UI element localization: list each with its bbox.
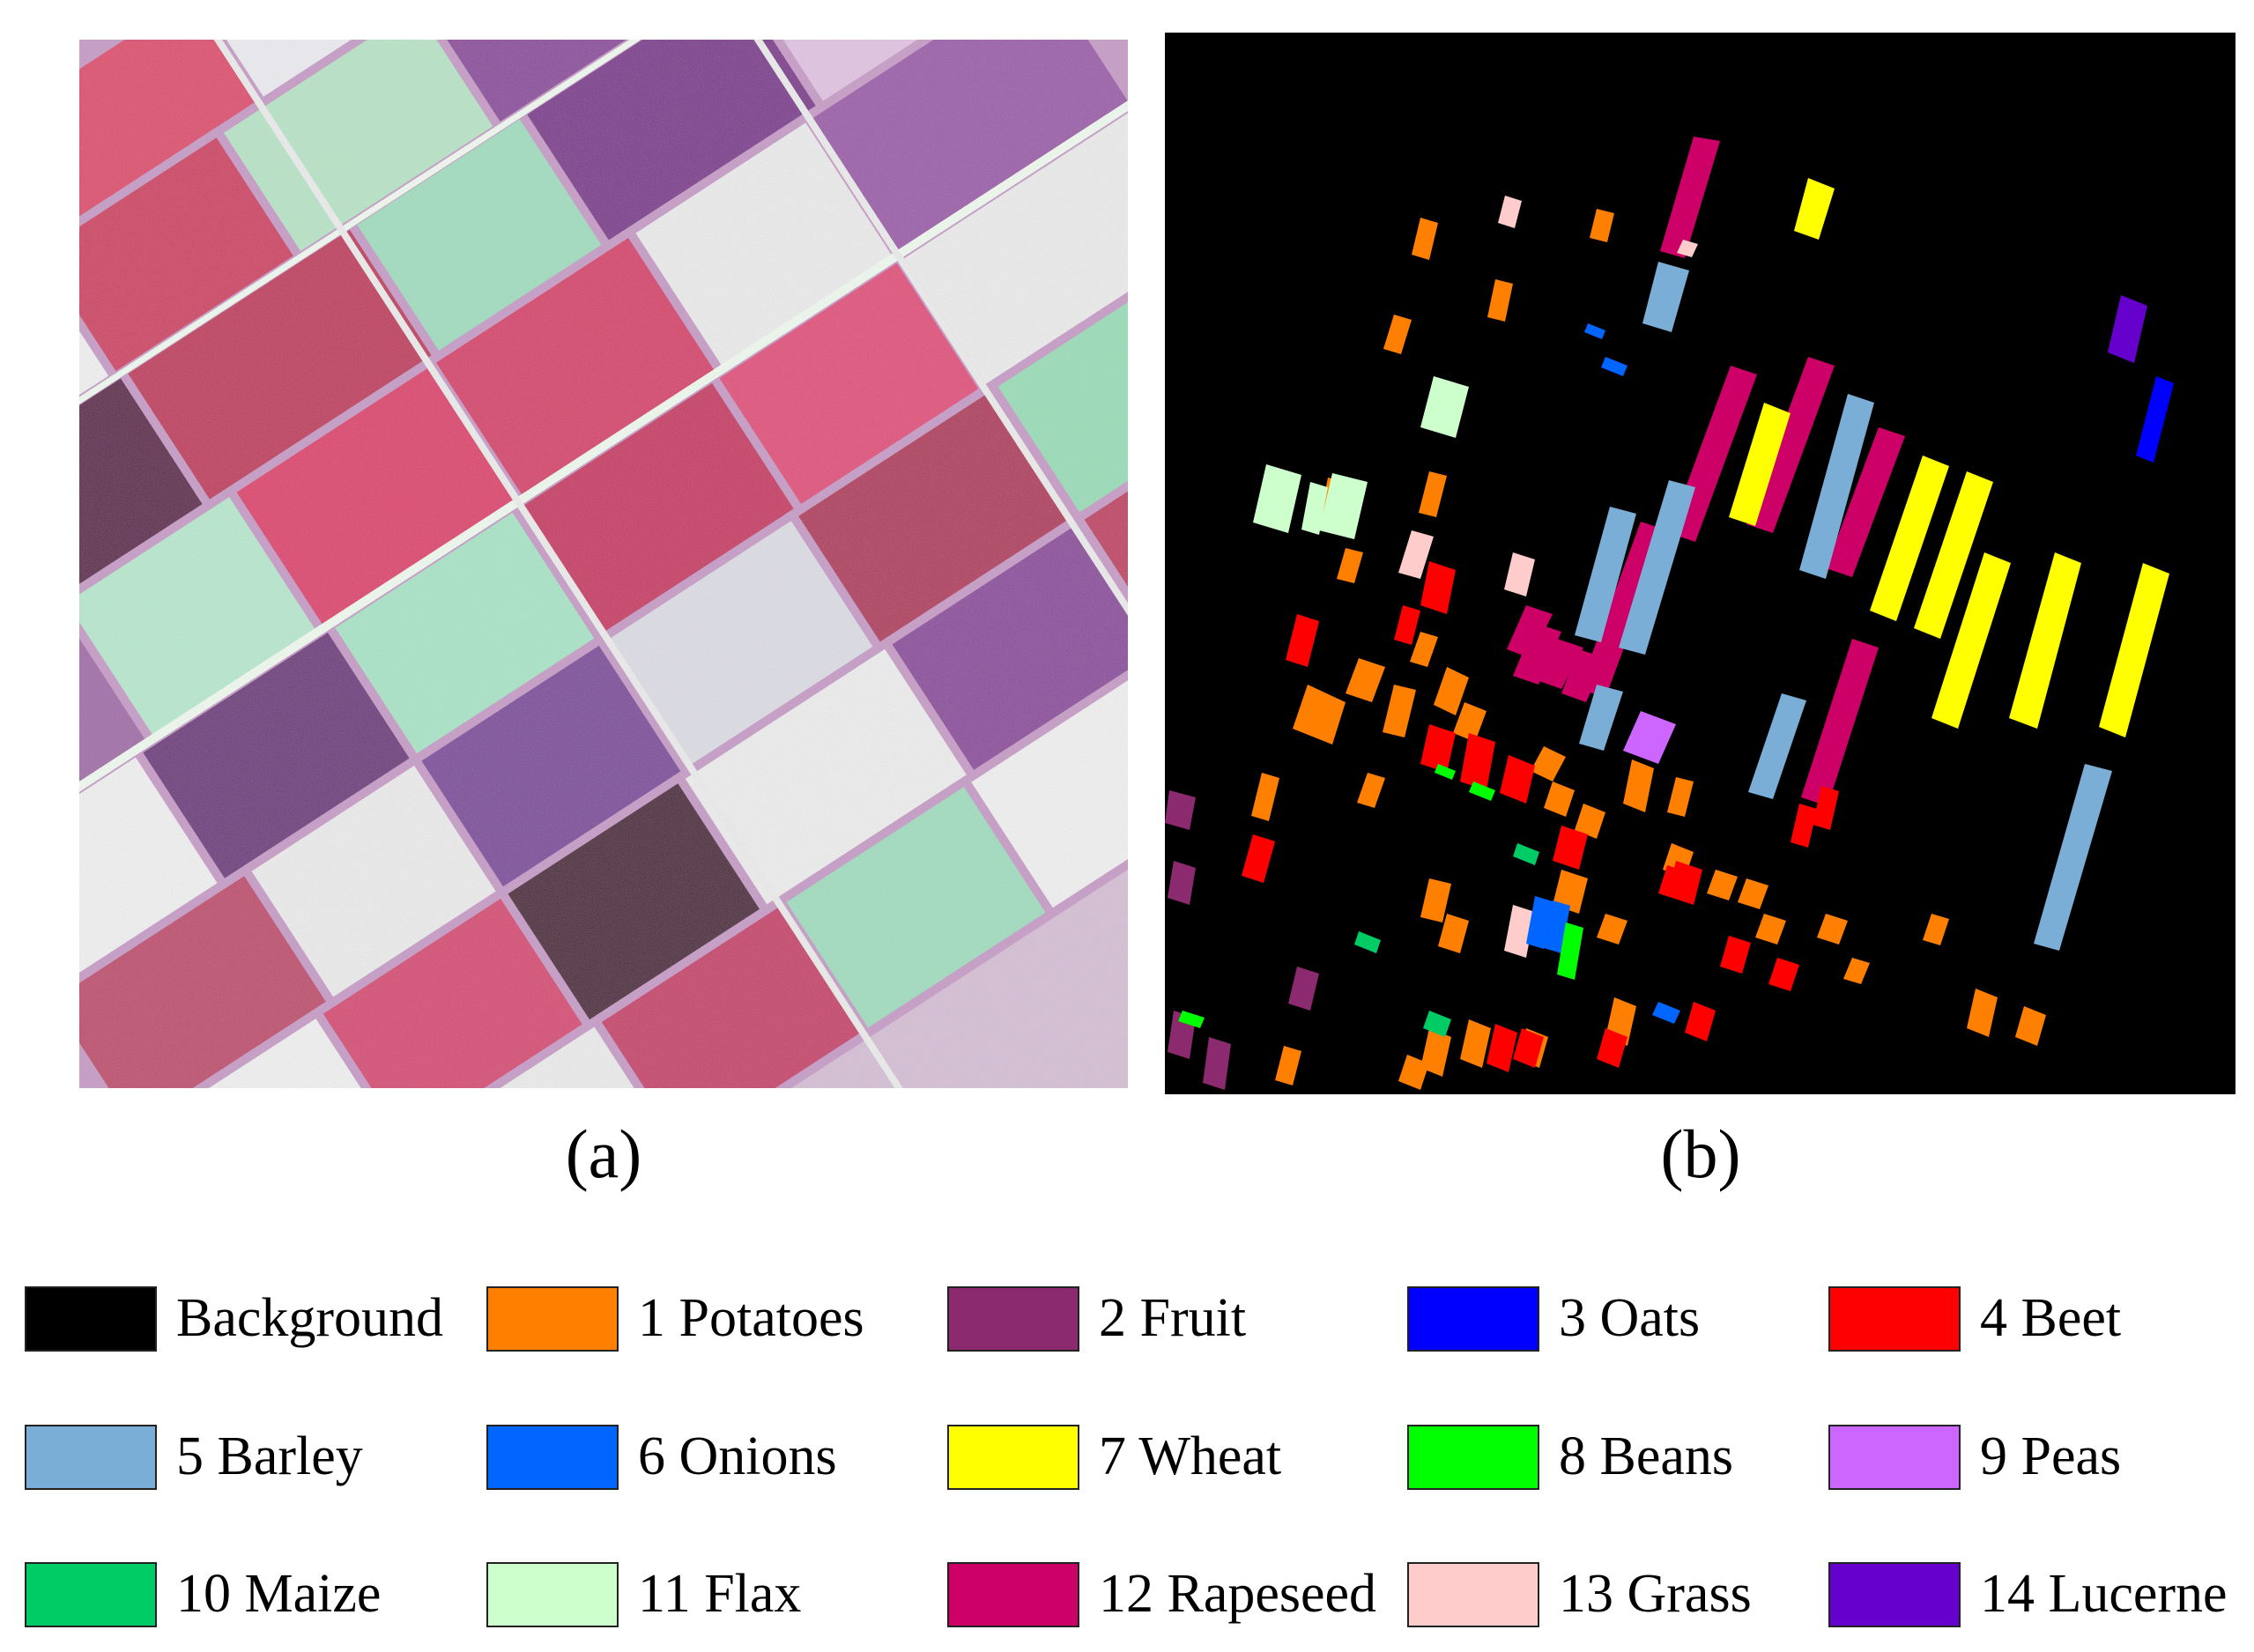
legend-label: 6 Onions: [638, 1426, 837, 1486]
legend-label: Background: [176, 1288, 444, 1348]
legend-label: 12 Rapeseed: [1099, 1564, 1377, 1624]
legend-swatch: [1407, 1562, 1539, 1627]
legend-swatch: [1828, 1286, 1961, 1352]
legend-label: 7 Wheat: [1099, 1426, 1282, 1486]
ground-truth-map-panel: [1165, 33, 2235, 1094]
legend-label: 13 Grass: [1559, 1564, 1752, 1624]
legend-swatch: [1407, 1286, 1539, 1352]
legend-label: 11 Flax: [638, 1564, 802, 1624]
legend-swatch: [947, 1286, 1079, 1352]
legend-swatch: [486, 1562, 619, 1627]
legend-label: 1 Potatoes: [638, 1288, 864, 1348]
legend-swatch: [486, 1286, 619, 1352]
legend-swatch: [947, 1425, 1079, 1490]
legend-swatch: [25, 1286, 157, 1352]
legend-label: 10 Maize: [176, 1564, 382, 1624]
sar-image-panel: [79, 40, 1128, 1088]
panel-a-caption: (a): [565, 1115, 642, 1192]
legend-label: 9 Peas: [1980, 1426, 2122, 1486]
legend-label: 4 Beet: [1980, 1288, 2122, 1348]
legend-label: 14 Lucerne: [1980, 1564, 2228, 1624]
panel-b-caption: (b): [1660, 1115, 1741, 1192]
legend-swatch: [486, 1425, 619, 1490]
legend-label: 3 Oats: [1559, 1288, 1701, 1348]
legend-label: 2 Fruit: [1099, 1288, 1247, 1348]
legend-swatch: [25, 1425, 157, 1490]
legend-swatch: [1828, 1425, 1961, 1490]
legend-swatch: [1407, 1425, 1539, 1490]
legend-swatch: [1828, 1562, 1961, 1627]
legend-label: 8 Beans: [1559, 1426, 1734, 1486]
legend-swatch: [25, 1562, 157, 1627]
legend-label: 5 Barley: [176, 1426, 363, 1486]
legend-swatch: [947, 1562, 1079, 1627]
